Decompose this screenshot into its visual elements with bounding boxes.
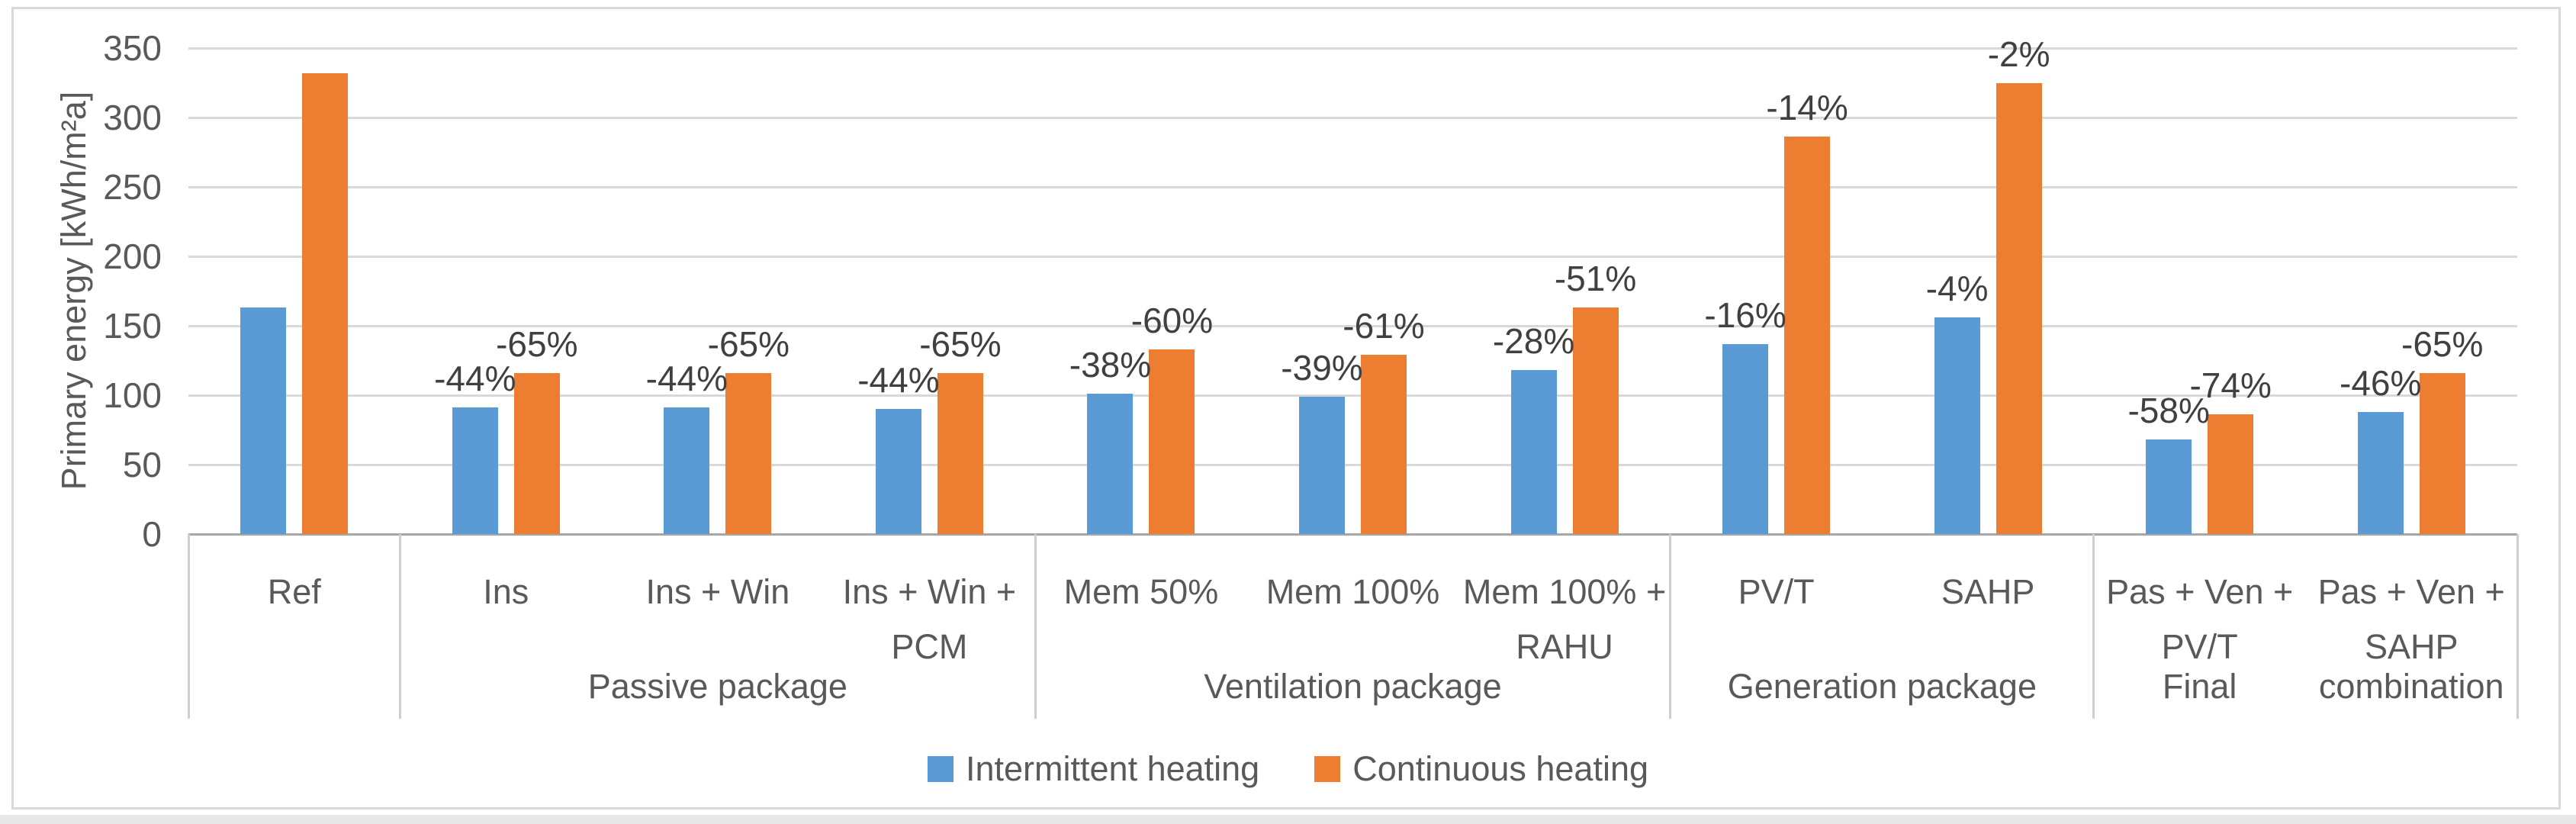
y-axis-tick-label: 350 (103, 28, 162, 68)
bar-intermittent-heating (1087, 394, 1134, 534)
bar-intermittent-heating (2357, 411, 2404, 534)
bar-continuous-heating (1149, 349, 1195, 534)
bar-data-label: -61% (1343, 306, 1425, 346)
bar-continuous-heating (1996, 82, 2042, 534)
y-axis-tick-label: 300 (103, 98, 162, 137)
category-label: RAHU (1516, 627, 1613, 666)
gridline-50 (188, 463, 2517, 466)
bar-data-label: -44% (645, 359, 728, 399)
y-axis-tick-label: 200 (103, 237, 162, 276)
bar-intermittent-heating (452, 407, 498, 534)
axis-divider-line (2516, 534, 2519, 719)
gridline-100 (188, 394, 2517, 397)
bar-data-label: -46% (2340, 362, 2422, 403)
category-label: PV/T (2161, 627, 2238, 666)
bar-intermittent-heating (240, 307, 287, 534)
bottom-band (0, 815, 2576, 824)
bar-data-label: -51% (1554, 259, 1637, 299)
category-label: PV/T (1738, 572, 1815, 611)
bar-data-label: -74% (2189, 365, 2272, 406)
gridline-200 (188, 255, 2517, 258)
bar-data-label: -14% (1766, 88, 1848, 128)
bar-intermittent-heating (2146, 439, 2192, 534)
bar-data-label: -44% (857, 360, 940, 401)
legend-label: Intermittent heating (965, 749, 1260, 788)
bar-intermittent-heating (664, 407, 710, 534)
bar-data-label: -60% (1130, 300, 1214, 340)
legend-label: Continuous heating (1352, 749, 1649, 788)
gridline-250 (188, 185, 2517, 188)
y-axis-tick-label: 50 (122, 445, 162, 484)
bar-intermittent-heating (1299, 396, 1345, 534)
category-label: Ins + Win + (842, 572, 1017, 611)
category-label: Mem 100% + (1462, 572, 1667, 611)
category-label: Mem 100% (1265, 572, 1440, 611)
gridline-350 (188, 47, 2517, 50)
bar-data-label: -44% (434, 359, 516, 399)
y-axis-tick-label: 250 (103, 167, 162, 207)
y-axis-tick-label: 150 (103, 306, 162, 346)
axis-divider-line (1669, 534, 1672, 719)
group-label: Generation package (1727, 667, 2037, 706)
bar-intermittent-heating (1722, 343, 1769, 534)
bar-data-label: -38% (1069, 345, 1152, 385)
bar-data-label: -16% (1704, 295, 1786, 335)
y-axis-tick-label: 100 (103, 375, 162, 415)
legend-item: Intermittent heating (927, 746, 1260, 792)
bar-data-label: -65% (707, 323, 790, 364)
group-label: combination (2318, 667, 2504, 706)
category-label: Ref (267, 572, 321, 611)
gridline-300 (188, 116, 2517, 119)
category-label: Ins (483, 572, 529, 611)
legend-swatch-icon (1314, 756, 1341, 782)
bar-continuous-heating (1361, 355, 1407, 534)
legend-swatch-icon (927, 756, 954, 782)
category-label: SAHP (2364, 627, 2459, 666)
x-axis-line (188, 533, 2517, 536)
bar-continuous-heating (2208, 414, 2254, 534)
group-label: Final (2162, 667, 2237, 706)
bar-data-label: -58% (2127, 391, 2210, 431)
group-label: Passive package (587, 667, 847, 706)
bar-continuous-heating (302, 72, 349, 534)
category-label: PCM (891, 627, 968, 666)
axis-divider-line (187, 534, 190, 719)
bar-intermittent-heating (1934, 317, 1980, 534)
bar-data-label: -65% (919, 323, 1002, 364)
bar-data-label: -28% (1492, 321, 1575, 362)
bar-continuous-heating (1572, 307, 1619, 534)
bar-continuous-heating (513, 372, 560, 534)
category-label: Mem 50% (1063, 572, 1219, 611)
y-axis-tick-label: 0 (142, 514, 162, 554)
bar-data-label: -65% (496, 323, 578, 364)
category-label: Pas + Ven + (2106, 572, 2294, 611)
axis-divider-line (1034, 534, 1037, 719)
axis-divider-line (399, 534, 402, 719)
category-label: SAHP (1941, 572, 2035, 611)
category-label: Pas + Ven + (2317, 572, 2505, 611)
bar-continuous-heating (725, 372, 772, 534)
gridline-150 (188, 324, 2517, 327)
chart-border (11, 7, 2561, 810)
bar-data-label: -65% (2401, 323, 2484, 364)
axis-divider-line (2092, 534, 2095, 719)
category-label: Ins + Win (645, 572, 790, 611)
bar-continuous-heating (2419, 372, 2465, 534)
bar-data-label: -39% (1281, 347, 1363, 388)
bar-intermittent-heating (875, 409, 921, 534)
legend-item: Continuous heating (1314, 746, 1648, 792)
bar-continuous-heating (937, 372, 983, 534)
bar-data-label: -4% (1925, 269, 1989, 309)
group-label: Ventilation package (1204, 667, 1502, 706)
bar-continuous-heating (1784, 137, 1831, 534)
bar-intermittent-heating (1510, 370, 1557, 534)
legend: Intermittent heating Continuous heating (0, 746, 2576, 792)
bar-data-label: -2% (1987, 34, 2050, 74)
